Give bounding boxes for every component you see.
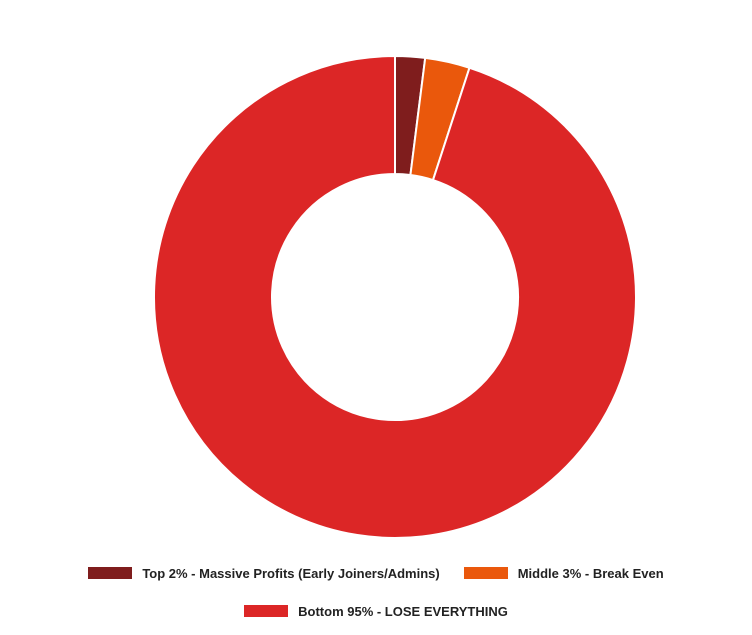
chart — [153, 54, 637, 539]
legend: Top 2% - Massive Profits (Early Joiners/… — [0, 562, 752, 622]
legend-item: Top 2% - Massive Profits (Early Joiners/… — [88, 562, 440, 584]
legend-swatch — [244, 605, 289, 617]
legend-item: Middle 3% - Break Even — [463, 562, 664, 584]
legend-label: Bottom 95% - LOSE EVERYTHING — [298, 603, 508, 619]
legend-label: Middle 3% - Break Even — [517, 565, 664, 581]
legend-label: Top 2% - Massive Profits (Early Joiners/… — [142, 565, 440, 581]
legend-swatch — [463, 567, 508, 579]
legend-item: Bottom 95% - LOSE EVERYTHING — [244, 600, 508, 622]
legend-swatch — [88, 567, 133, 579]
slice — [153, 54, 637, 539]
